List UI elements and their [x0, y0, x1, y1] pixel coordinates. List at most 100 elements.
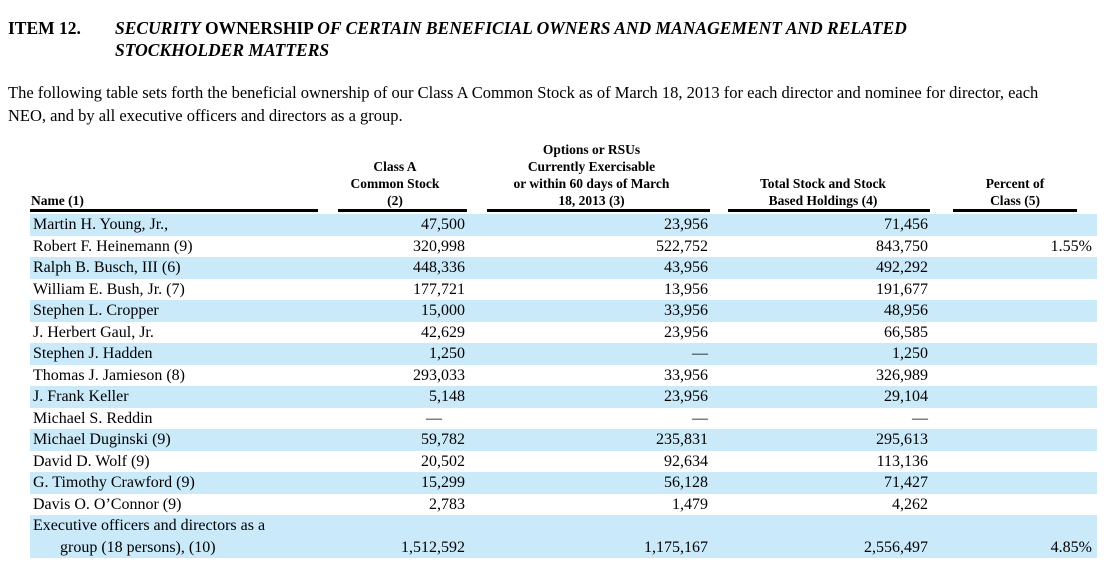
percent-of-class	[933, 386, 1097, 408]
shares-options-rsus: 23,956	[664, 216, 708, 233]
percent-of-class	[933, 343, 1097, 365]
holder-name-line: group (18 persons), (10)	[60, 538, 216, 556]
shares-class-a: —	[426, 409, 442, 427]
ownership-table-body: Martin H. Young, Jr., 47,500 23,956 71,456 R…	[30, 214, 1097, 558]
ownership-table-header: Name (1) Class A Common Stock (2) Options or…	[30, 141, 1097, 214]
shares-class-a: 42,629	[421, 323, 465, 341]
column-header-line: or within 60 days of March	[513, 176, 670, 191]
total-holdings: 29,104	[884, 388, 928, 405]
table-row: David D. Wolf (9) 20,502 92,634 113,136	[30, 451, 1097, 473]
percent-of-class	[933, 300, 1097, 322]
total-holdings: 71,456	[884, 216, 928, 233]
total-holdings: 4,262	[892, 495, 928, 513]
shares-options-rsus: 235,831	[656, 431, 708, 448]
shares-class-a: 1,250	[429, 345, 465, 362]
header-underline	[30, 209, 318, 214]
total-holdings: 1,250	[892, 345, 928, 362]
holder-name: Stephen L. Cropper	[33, 302, 159, 319]
holder-name: Martin H. Young, Jr.,	[33, 216, 169, 233]
ownership-table: Name (1) Class A Common Stock (2) Options or…	[30, 141, 1097, 558]
holder-name: Thomas J. Jamieson (8)	[33, 366, 185, 384]
shares-options-rsus: 92,634	[664, 452, 708, 470]
holder-name: Davis O. O’Connor (9)	[33, 495, 182, 513]
column-header-percent: Percent of Class (5)	[933, 141, 1097, 214]
shares-options-rsus: 13,956	[664, 280, 708, 298]
shares-class-a: 448,336	[413, 259, 465, 276]
percent-of-class	[933, 494, 1097, 516]
section-heading: ITEM 12. SECURITY OWNERSHIP OF CERTAIN BE…	[8, 17, 1108, 61]
column-header-line: Total Stock and Stock	[760, 176, 886, 191]
table-row: J. Herbert Gaul, Jr. 42,629 23,956 66,585	[30, 322, 1097, 344]
shares-class-a: 15,299	[421, 474, 465, 491]
column-header-line: Common Stock	[350, 176, 440, 191]
table-row: Michael Duginski (9) 59,782 235,831 295,613	[30, 429, 1097, 451]
column-header-line: Percent of	[985, 176, 1045, 191]
header-underline	[953, 209, 1077, 214]
shares-class-a: 59,782	[421, 431, 465, 448]
column-header-line: Class (5)	[990, 193, 1040, 208]
percent-of-class	[933, 214, 1097, 236]
percent-of-class	[933, 279, 1097, 301]
heading-segment: OF CERTAIN BENEFICIAL OWNERS AND MANAGEM…	[317, 18, 907, 38]
table-row: J. Frank Keller 5,148 23,956 29,104	[30, 386, 1097, 408]
shares-options-rsus: 23,956	[664, 323, 708, 341]
header-underline	[338, 209, 467, 214]
percent-of-class	[933, 322, 1097, 344]
holder-name: Michael Duginski (9)	[33, 431, 171, 448]
column-header-name: Name (1)	[30, 141, 320, 214]
total-holdings: 843,750	[876, 237, 928, 255]
shares-options-rsus: 522,752	[656, 237, 708, 255]
total-holdings: 191,677	[876, 280, 928, 298]
holder-name: Executive officers and directors as a gro…	[30, 515, 320, 558]
table-row: Thomas J. Jamieson (8) 293,033 33,956 326,9…	[30, 365, 1097, 387]
heading-title: SECURITY OWNERSHIP OF CERTAIN BENEFICIAL…	[115, 17, 907, 61]
shares-class-a: 47,500	[421, 216, 465, 233]
percent-of-class	[933, 472, 1097, 494]
shares-class-a: 5,148	[429, 388, 465, 405]
holder-name: Ralph B. Busch, III (6)	[33, 259, 181, 276]
total-holdings: 492,292	[876, 259, 928, 276]
total-holdings: 48,956	[884, 302, 928, 319]
total-holdings: —	[912, 409, 928, 427]
shares-class-a: 2,783	[429, 495, 465, 513]
shares-options-rsus: 33,956	[664, 366, 708, 384]
total-holdings: 295,613	[876, 431, 928, 448]
header-underline	[487, 209, 710, 214]
heading-segment: STOCKHOLDER MATTERS	[115, 40, 330, 60]
column-header-line: 18, 2013 (3)	[558, 193, 625, 208]
percent-of-class	[933, 408, 1097, 430]
holder-name: G. Timothy Crawford (9)	[33, 474, 195, 491]
table-row: Martin H. Young, Jr., 47,500 23,956 71,456	[30, 214, 1097, 236]
shares-options-rsus: 43,956	[664, 259, 708, 276]
holder-name: David D. Wolf (9)	[33, 452, 150, 470]
shares-options-rsus: 23,956	[664, 388, 708, 405]
column-header-line: Based Holdings (4)	[768, 193, 878, 208]
holder-name: William E. Bush, Jr. (7)	[33, 280, 185, 298]
intro-paragraph: The following table sets forth the benef…	[8, 83, 1039, 125]
column-header-total: Total Stock and Stock Based Holdings (4)	[713, 141, 933, 214]
column-header-line: Currently Exercisable	[527, 159, 656, 174]
column-header-options: Options or RSUs Currently Exercisable or w…	[470, 141, 713, 214]
percent-of-class: 4.85%	[1050, 538, 1092, 556]
item-number: ITEM 12.	[8, 18, 81, 38]
column-header-line: Name (1)	[31, 193, 84, 208]
percent-of-class	[933, 429, 1097, 451]
shares-options-rsus: 1,175,167	[644, 538, 708, 556]
table-row: Robert F. Heinemann (9) 320,998 522,752 843…	[30, 236, 1097, 258]
total-holdings: 113,136	[876, 452, 928, 470]
header-row: Name (1) Class A Common Stock (2) Options or…	[30, 141, 1097, 214]
percent-of-class	[933, 257, 1097, 279]
holder-name: Michael S. Reddin	[33, 409, 153, 427]
total-holdings: 66,585	[884, 323, 928, 341]
shares-class-a: 320,998	[413, 237, 465, 255]
percent-of-class: 1.55%	[1050, 237, 1092, 255]
shares-options-rsus: —	[692, 409, 708, 427]
shares-class-a: 15,000	[421, 302, 465, 319]
total-holdings: 71,427	[884, 474, 928, 491]
table-row: Davis O. O’Connor (9) 2,783 1,479 4,262	[30, 494, 1097, 516]
table-row: G. Timothy Crawford (9) 15,299 56,128 71,42…	[30, 472, 1097, 494]
total-holdings: 2,556,497	[864, 538, 928, 556]
holder-name-line: Executive officers and directors as a	[33, 517, 266, 534]
column-header-line: Options or RSUs	[542, 142, 641, 157]
shares-class-a: 293,033	[413, 366, 465, 384]
